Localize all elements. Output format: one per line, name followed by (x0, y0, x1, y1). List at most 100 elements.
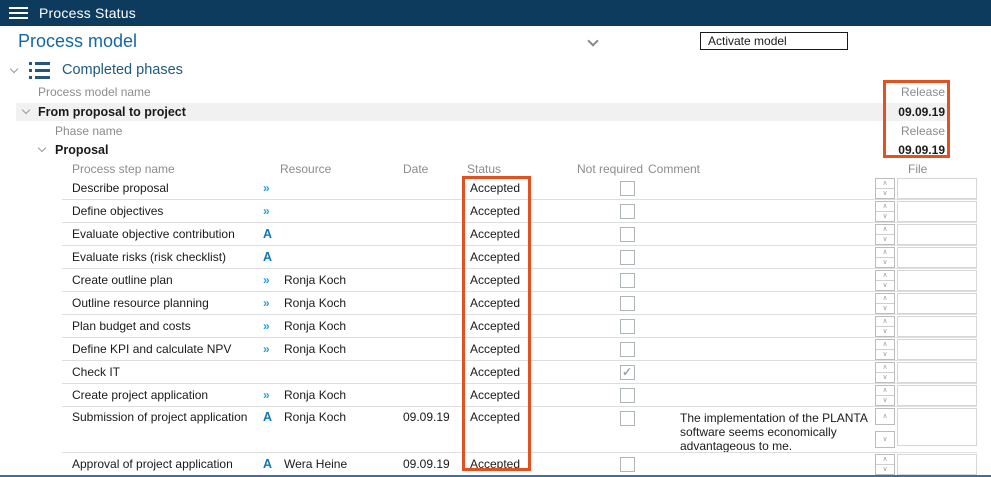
activate-model-button[interactable]: Activate model (700, 32, 848, 50)
top-bar: Process Status (0, 0, 991, 26)
not-required-checkbox[interactable] (620, 204, 635, 219)
phase-name: Proposal (55, 143, 109, 157)
step-comment (680, 223, 880, 227)
file-input[interactable] (897, 385, 977, 406)
column-header-status: Status (467, 162, 502, 176)
resource-name: Ronja Koch (284, 319, 347, 333)
spinner-down-icon[interactable]: ∨ (876, 395, 894, 405)
not-required-checkbox[interactable] (620, 296, 635, 311)
spinner-up-icon[interactable]: ∧ (876, 340, 894, 349)
not-required-checkbox[interactable] (620, 457, 635, 472)
spinner-up-icon[interactable]: ∧ (875, 408, 895, 425)
table-row: Submission of project application A Ronj… (0, 407, 991, 453)
column-header-file: File (908, 162, 928, 176)
spinner-down-icon[interactable]: ∨ (876, 211, 894, 221)
spinner-up-icon[interactable]: ∧ (876, 179, 894, 188)
not-required-checkbox[interactable] (620, 181, 635, 196)
phase-release-date: 09.09.19 (898, 143, 945, 157)
file-spinner[interactable]: ∧ ∨ (875, 270, 895, 291)
spinner-up-icon[interactable]: ∧ (876, 386, 894, 395)
spinner-down-icon[interactable]: ∨ (876, 349, 894, 359)
spinner-down-icon[interactable]: ∨ (876, 188, 894, 198)
spinner-up-icon[interactable]: ∧ (876, 455, 894, 464)
file-spinner[interactable]: ∧ ∨ (875, 454, 895, 475)
file-spinner[interactable]: ∧ ∨ (875, 316, 895, 337)
step-name: Evaluate risks (risk checklist) (72, 250, 227, 264)
file-spinner[interactable]: ∧ ∨ (875, 362, 895, 383)
file-input[interactable] (897, 362, 977, 383)
not-required-checkbox[interactable] (620, 411, 635, 426)
step-name: Approval of project application (72, 457, 233, 471)
step-name: Evaluate objective contribution (72, 227, 235, 241)
file-input[interactable] (897, 270, 977, 291)
spinner-down-icon[interactable]: ∨ (876, 303, 894, 313)
resource-letter-icon: A (263, 457, 273, 471)
spinner-up-icon[interactable]: ∧ (876, 294, 894, 303)
spinner-up-icon[interactable]: ∧ (876, 271, 894, 280)
step-comment (680, 315, 880, 319)
model-row-highlight[interactable] (16, 103, 948, 121)
column-header-date: Date (403, 162, 429, 176)
section-collapse-icon[interactable] (10, 66, 20, 76)
not-required-checkbox[interactable] (620, 388, 635, 403)
spinner-up-icon[interactable]: ∧ (876, 202, 894, 211)
phase-collapse-icon[interactable] (38, 145, 48, 155)
chevron-down-icon[interactable] (588, 37, 598, 47)
step-date: 09.09.19 (403, 410, 450, 424)
step-name: Define KPI and calculate NPV (72, 342, 232, 356)
file-input[interactable] (897, 293, 977, 314)
spinner-down-icon[interactable]: ∨ (876, 257, 894, 267)
column-header-process-model-name: Process model name (38, 85, 151, 99)
spinner-up-icon[interactable]: ∧ (876, 317, 894, 326)
spinner-down-icon[interactable]: ∨ (876, 280, 894, 290)
not-required-checkbox[interactable] (620, 227, 635, 242)
spinner-down-icon[interactable]: ∨ (876, 464, 894, 474)
file-input[interactable] (897, 247, 977, 268)
file-input[interactable] (897, 201, 977, 222)
list-icon (29, 62, 50, 79)
file-input[interactable] (897, 316, 977, 337)
resource-chevrons-icon: » (263, 342, 270, 356)
status-value: Accepted (470, 388, 521, 402)
spinner-down-icon[interactable]: ∨ (876, 372, 894, 382)
resource-name: Ronja Koch (284, 273, 347, 287)
spinner-up-icon[interactable]: ∧ (876, 248, 894, 257)
hamburger-menu-icon[interactable] (9, 7, 28, 19)
file-spinner[interactable]: ∧ ∨ (875, 293, 895, 314)
file-input[interactable] (897, 178, 977, 199)
column-header-comment: Comment (648, 162, 701, 176)
not-required-checkbox[interactable] (620, 273, 635, 288)
table-row: Define KPI and calculate NPV » Ronja Koc… (0, 338, 991, 361)
file-spinner[interactable]: ∧ ∨ (875, 201, 895, 222)
file-input[interactable] (897, 408, 977, 446)
spinner-up-icon[interactable]: ∧ (876, 363, 894, 372)
file-input[interactable] (897, 454, 977, 475)
file-spinner[interactable]: ∧ ∨ (875, 224, 895, 245)
not-required-checkbox[interactable] (620, 319, 635, 334)
status-value: Accepted (470, 319, 521, 333)
file-spinner[interactable]: ∧ ∨ (875, 408, 895, 448)
not-required-checkbox[interactable] (620, 342, 635, 357)
page-title: Process model (18, 31, 138, 51)
not-required-checkbox[interactable] (620, 365, 635, 380)
step-comment (680, 453, 880, 457)
spinner-down-icon[interactable]: ∨ (875, 431, 895, 448)
step-comment (680, 246, 880, 250)
spinner-down-icon[interactable]: ∨ (876, 326, 894, 336)
spinner-up-icon[interactable]: ∧ (876, 225, 894, 234)
step-comment (680, 292, 880, 296)
step-comment (680, 384, 880, 388)
column-header-release: Release (900, 85, 945, 99)
file-input[interactable] (897, 224, 977, 245)
file-spinner[interactable]: ∧ ∨ (875, 339, 895, 360)
file-spinner[interactable]: ∧ ∨ (875, 178, 895, 199)
file-spinner[interactable]: ∧ ∨ (875, 247, 895, 268)
resource-chevrons-icon: » (263, 273, 270, 287)
file-input[interactable] (897, 339, 977, 360)
not-required-checkbox[interactable] (620, 250, 635, 265)
model-collapse-icon[interactable] (22, 107, 32, 117)
status-value: Accepted (470, 410, 521, 424)
spinner-down-icon[interactable]: ∨ (876, 234, 894, 244)
file-spinner[interactable]: ∧ ∨ (875, 385, 895, 406)
